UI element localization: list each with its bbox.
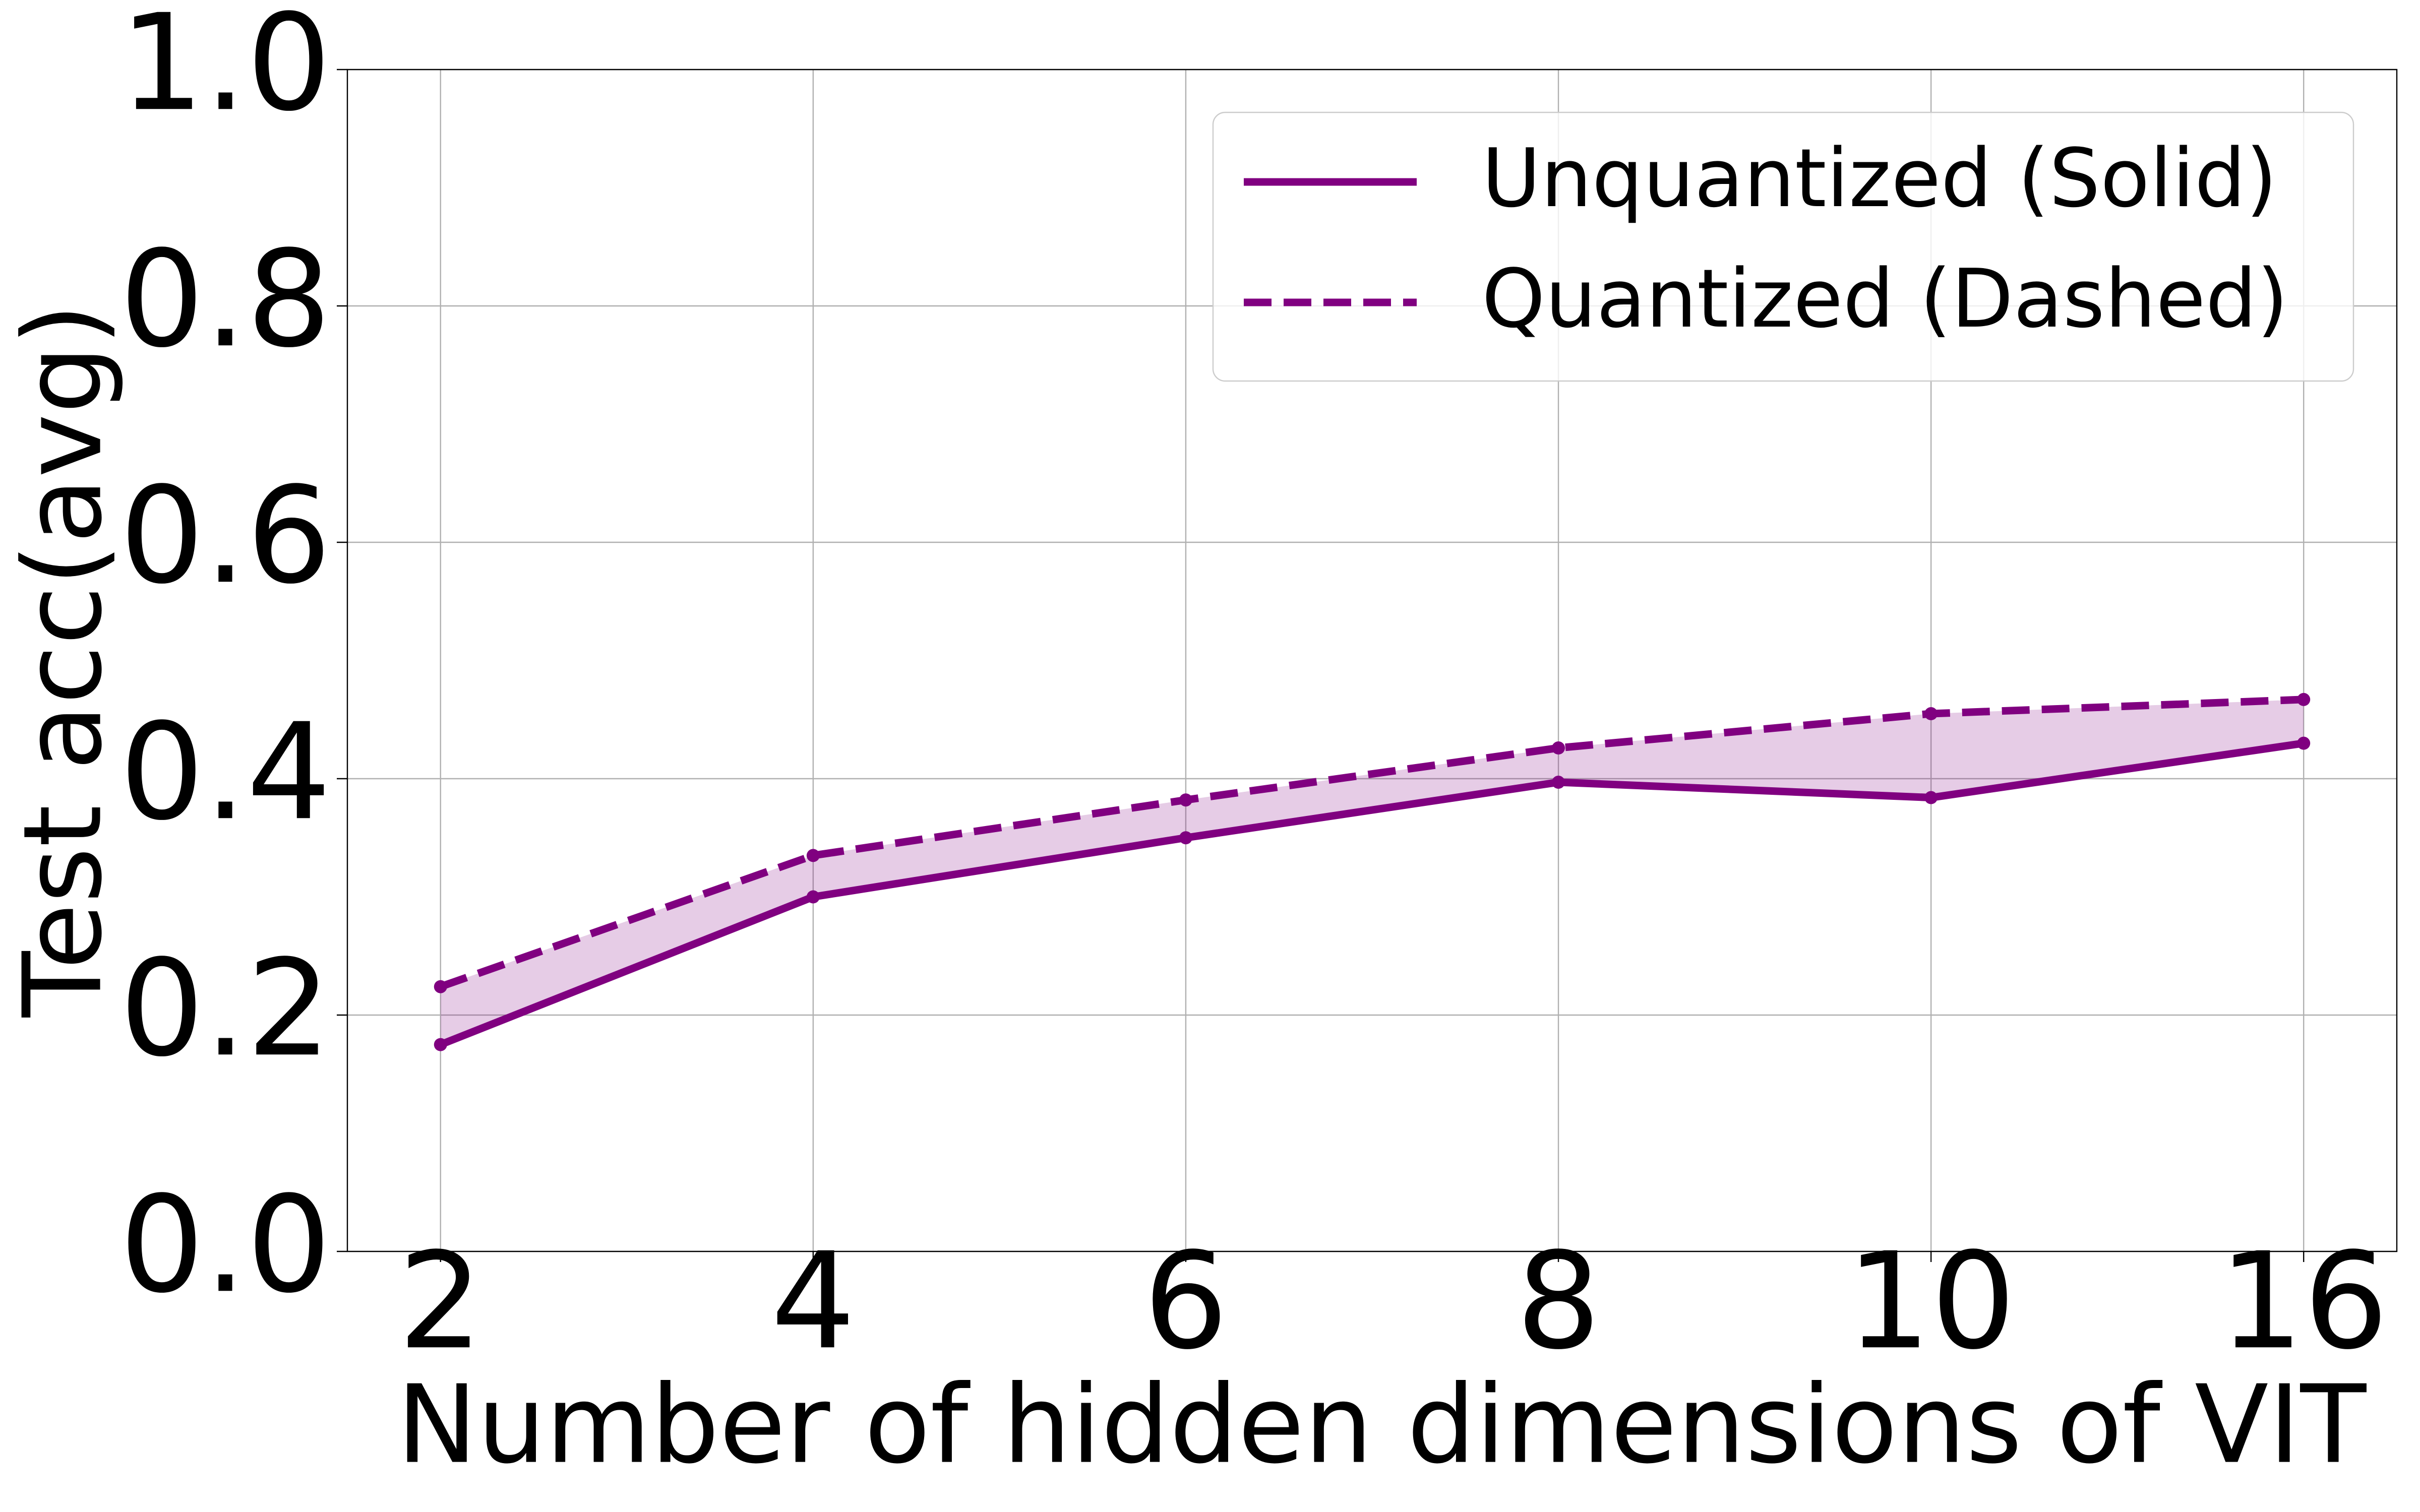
point — [2297, 692, 2311, 706]
line — [439, 696, 2304, 990]
y-tick-label: 0.2 — [119, 931, 331, 1086]
fill-band — [440, 699, 2304, 1045]
y-tick-label: 0.8 — [119, 222, 331, 377]
point — [1924, 791, 1938, 804]
x-tick-label: 2 — [398, 1224, 483, 1379]
point — [806, 890, 820, 904]
legend-label: Quantized (Dashed) — [1482, 251, 2288, 346]
point — [1179, 831, 1192, 845]
legend-label: Unquantized (Solid) — [1482, 131, 2277, 225]
point — [1924, 707, 1938, 721]
x-axis-label: Number of hidden dimensions of VIT — [397, 1362, 2367, 1488]
legend-box — [1212, 111, 2354, 382]
point — [2297, 736, 2311, 750]
line — [439, 739, 2305, 1048]
point — [1179, 793, 1192, 807]
point — [434, 1038, 447, 1051]
plot-frame — [346, 69, 2398, 1252]
x-tick-label: 4 — [771, 1224, 856, 1379]
point — [1552, 741, 1565, 755]
y-tick-label: 0.0 — [119, 1168, 331, 1322]
x-tick-label: 16 — [2219, 1224, 2388, 1379]
x-tick-label: 8 — [1516, 1224, 1601, 1379]
y-tick-label: 0.6 — [119, 459, 331, 613]
x-tick-label: 6 — [1143, 1224, 1228, 1379]
y-tick-label: 0.4 — [119, 695, 331, 850]
x-tick-label: 10 — [1846, 1224, 2016, 1379]
point — [1552, 776, 1565, 789]
y-axis-label: Test acc(avg) — [1, 303, 126, 1018]
point — [434, 980, 447, 993]
point — [806, 849, 820, 862]
y-tick-label: 1.0 — [119, 0, 331, 141]
